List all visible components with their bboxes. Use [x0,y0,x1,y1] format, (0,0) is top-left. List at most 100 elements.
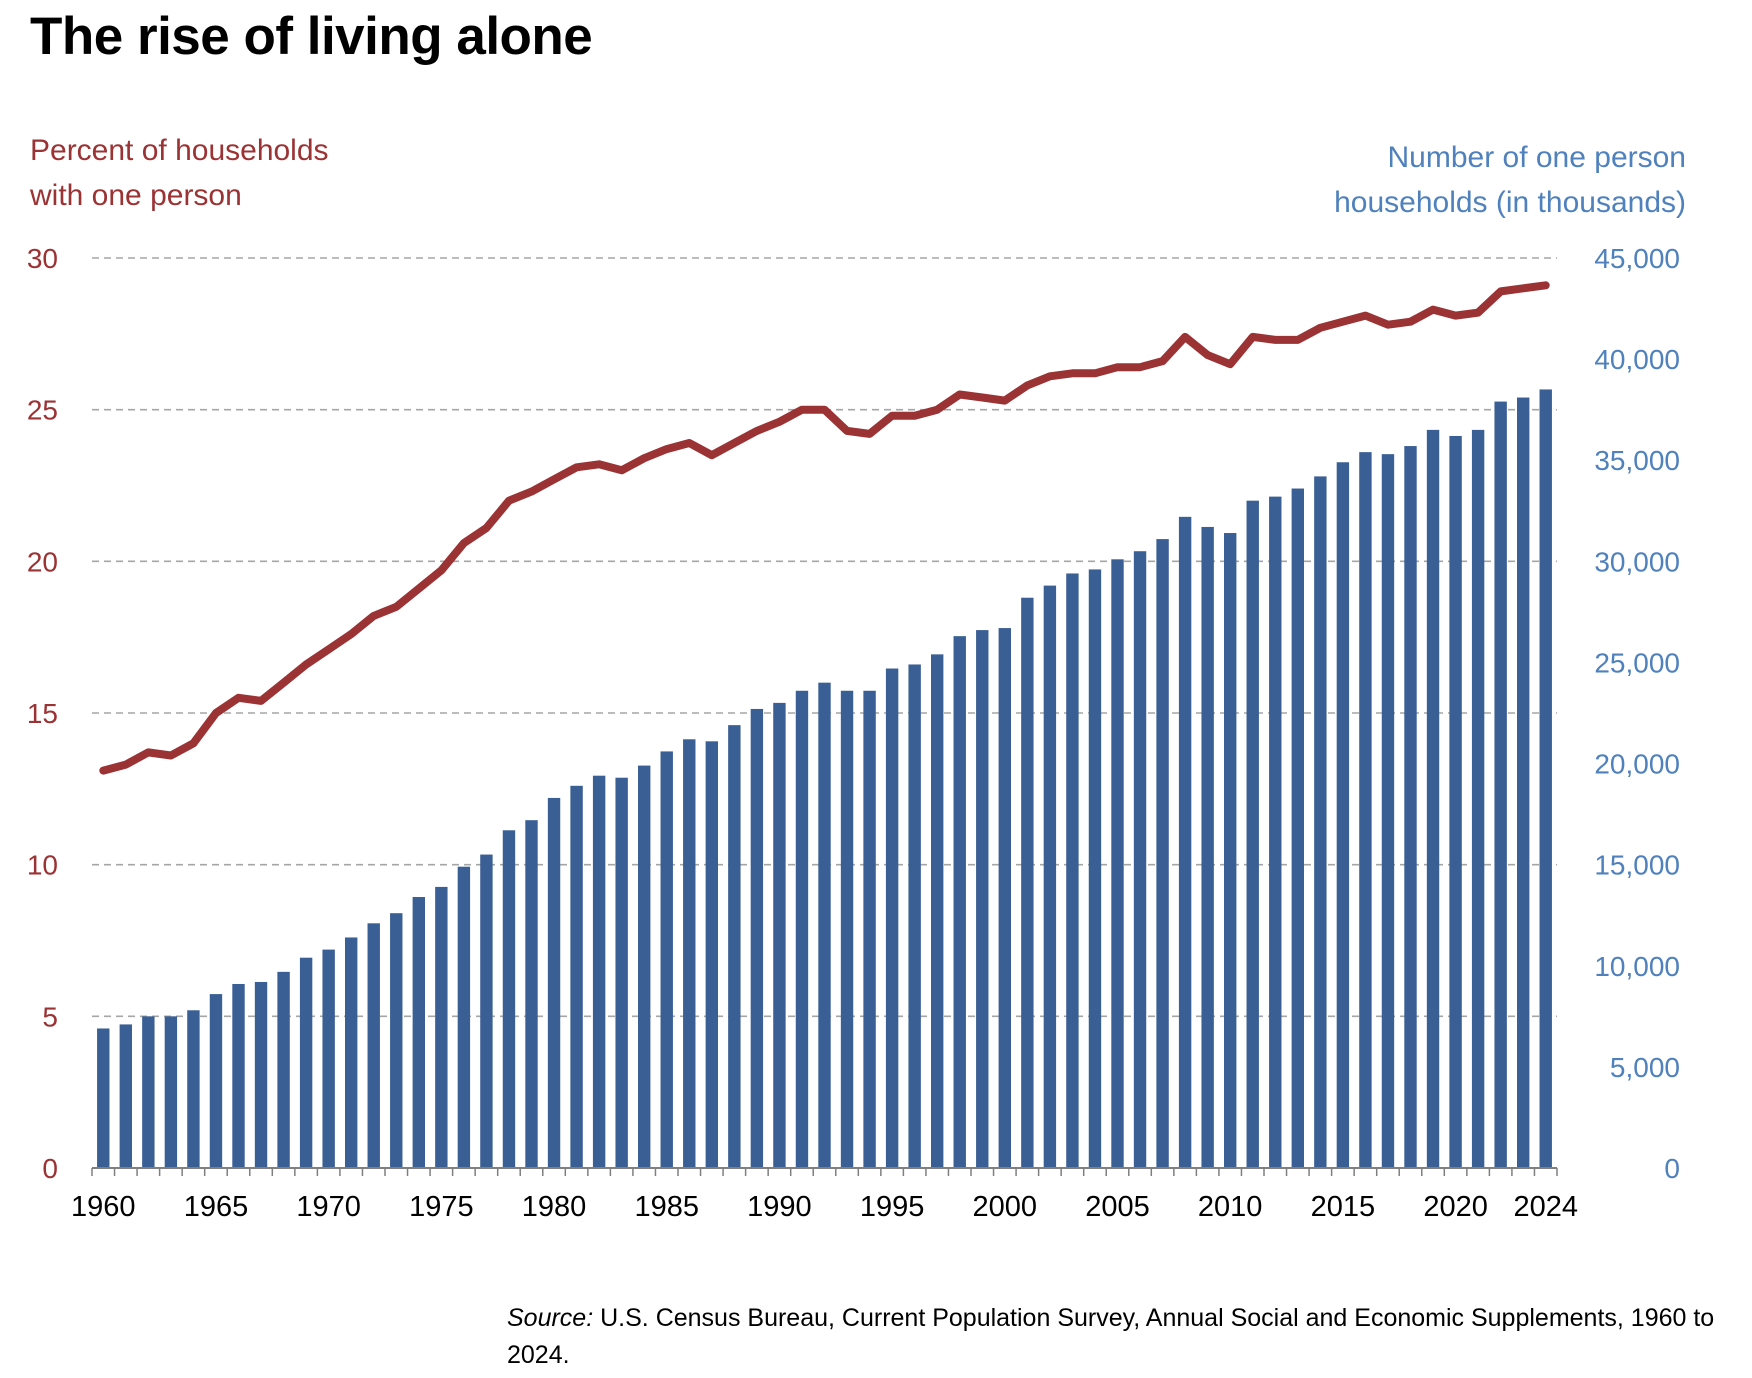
bar-2011 [1246,500,1259,1169]
left-tick-label: 0 [42,1153,58,1184]
right-tick-label: 5,000 [1610,1052,1680,1083]
bar-2006 [1133,551,1147,1168]
bar-1977 [480,854,493,1168]
bar-1992 [818,682,831,1168]
x-tick-label: 1975 [409,1191,474,1223]
bar-1984 [637,765,651,1168]
bar-1991 [795,690,809,1168]
bar-1967 [254,981,268,1168]
bar-2000 [998,628,1012,1168]
bar-1987 [705,741,719,1168]
bar-1998 [953,636,966,1168]
bar-1981 [570,785,583,1168]
bar-1966 [232,983,245,1168]
bar-2008 [1178,516,1192,1168]
bar-1962 [142,1016,155,1168]
bar-2001 [1021,597,1034,1168]
right-tick-label: 35,000 [1594,445,1680,476]
bar-2015 [1336,462,1350,1168]
bar-1964 [187,1010,200,1168]
bar-2007 [1156,539,1169,1168]
bar-2002 [1043,585,1057,1168]
left-tick-label: 15 [27,698,58,729]
bar-1990 [773,702,786,1168]
bar-2017 [1381,454,1395,1169]
bar-2018 [1404,446,1417,1169]
bar-1980 [547,797,561,1168]
right-tick-label: 25,000 [1594,647,1680,678]
bar-2012 [1269,496,1282,1169]
bar-1994 [863,690,876,1168]
bar-1976 [457,866,471,1168]
bar-1982 [592,775,606,1168]
x-tick-label: 1995 [860,1191,925,1223]
bar-1999 [976,630,989,1168]
bar-1986 [683,739,696,1168]
right-axis-title-line1: Number of one person [1387,141,1686,174]
bar-2004 [1088,569,1102,1168]
left-axis-title-line1: Percent of households [30,134,329,167]
left-tick-label: 25 [27,395,58,426]
bar-1979 [525,820,538,1168]
x-tick-label: 1980 [522,1191,587,1223]
x-tick-label: 2010 [1198,1191,1263,1223]
bar-1978 [502,830,516,1168]
line-series [99,281,1550,775]
x-tick-label: 1965 [184,1191,249,1223]
bar-1975 [435,886,448,1168]
x-tick-label: 1985 [634,1191,699,1223]
right-tick-label: 45,000 [1594,243,1680,274]
bar-2024 [1539,389,1552,1168]
bar-1973 [390,913,403,1168]
bar-2013 [1291,488,1305,1168]
bar-1974 [412,897,426,1168]
left-tick-label: 20 [27,546,58,577]
x-tick-label: 2015 [1311,1191,1376,1223]
right-axis-title-line2: households (in thousands) [1334,186,1686,219]
bar-1963 [164,1016,178,1168]
x-tick-label: 2020 [1423,1191,1488,1223]
bar-2022 [1494,401,1507,1169]
left-tick-label: 10 [27,850,58,881]
bar-1993 [840,690,854,1168]
x-tick-label: 2000 [973,1191,1038,1223]
right-axis-title: Number of one person households (in thou… [1334,135,1686,225]
bar-1960 [97,1028,110,1168]
x-tick-label: 1960 [71,1191,136,1223]
bar-2020 [1449,435,1462,1168]
bar-2019 [1426,429,1440,1168]
right-tick-label: 30,000 [1594,546,1680,577]
right-tick-label: 0 [1664,1153,1680,1184]
right-tick-label: 20,000 [1594,749,1680,780]
bar-1997 [930,654,944,1168]
bar-1989 [750,708,764,1168]
left-tick-label: 30 [27,243,58,274]
bar-series [97,389,1552,1169]
bar-1972 [367,923,380,1168]
source-label: Source: [507,1304,594,1332]
bar-2009 [1201,526,1214,1168]
source-text: U.S. Census Bureau, Current Population S… [507,1304,1715,1369]
bar-2016 [1359,452,1372,1169]
left-axis-title: Percent of households with one person [30,128,329,218]
bar-1995 [885,668,899,1168]
x-tick-label: 2005 [1085,1191,1150,1223]
bar-2021 [1471,429,1485,1168]
x-tick-label: 1990 [747,1191,812,1223]
bar-1983 [615,777,628,1168]
bar-1996 [908,664,921,1168]
left-tick-label: 5 [42,1001,58,1032]
bar-2010 [1223,533,1237,1168]
bar-1988 [728,725,741,1168]
tick-labels: 0 5 10 15 20 25 30 0 5,000 10,000 15,000 20,000 25,0… [27,243,1680,1223]
bar-2005 [1111,559,1124,1168]
bar-1970 [322,949,335,1168]
right-tick-label: 10,000 [1594,951,1680,982]
x-axis [91,1167,1558,1176]
chart-title: The rise of living alone [30,7,593,66]
x-tick-label: 2024 [1513,1191,1578,1223]
bar-1971 [344,937,358,1168]
bar-1965 [209,994,223,1168]
bar-1961 [119,1024,133,1168]
